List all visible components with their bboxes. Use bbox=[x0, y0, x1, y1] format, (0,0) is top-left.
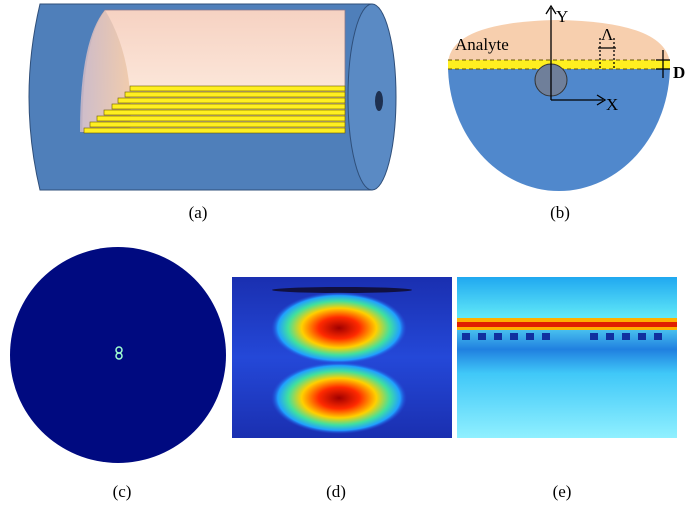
figure: (a) Analyte Y X Λ D (b) (c) bbox=[0, 0, 699, 507]
analyte-label: Analyte bbox=[455, 35, 509, 54]
panel-label: (e) bbox=[553, 482, 572, 501]
panel-e: (e) bbox=[457, 277, 677, 501]
panel-label: (a) bbox=[189, 203, 208, 222]
axis-label: Y bbox=[556, 7, 568, 26]
page: {"panels": { "a": {"label": "(a)"}, "b":… bbox=[0, 0, 699, 507]
thickness-label: D bbox=[673, 63, 685, 82]
axis-label: X bbox=[606, 95, 618, 114]
panel-a: (a) bbox=[29, 4, 396, 222]
panel-label: (b) bbox=[550, 203, 570, 222]
panel-c: (c) bbox=[10, 247, 226, 501]
panel-b: Analyte Y X Λ D (b) bbox=[448, 6, 685, 222]
panel-label: (d) bbox=[326, 482, 346, 501]
period-label: Λ bbox=[601, 25, 614, 44]
panel-d: (d) bbox=[232, 277, 452, 501]
panel-label: (c) bbox=[113, 482, 132, 501]
